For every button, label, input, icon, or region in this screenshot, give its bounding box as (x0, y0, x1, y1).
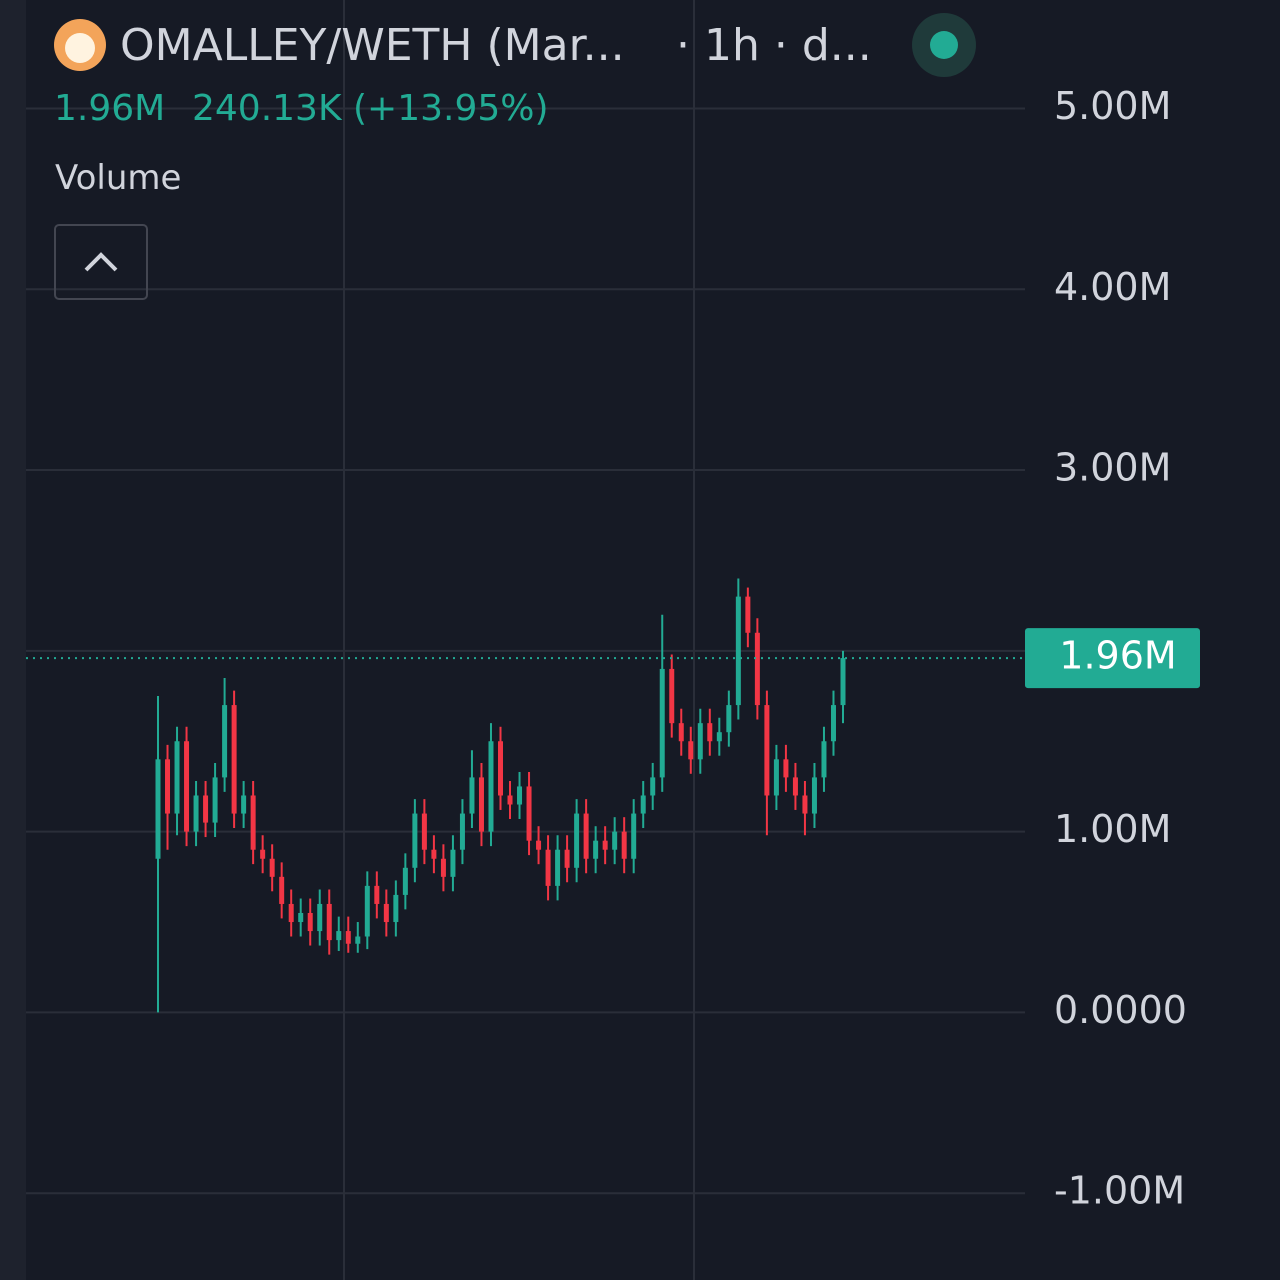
candle-body (364, 885, 370, 937)
candle-body (355, 936, 361, 944)
candle-body (336, 931, 342, 941)
candle-body (165, 759, 171, 814)
candle-body (536, 840, 542, 850)
candle-body (393, 894, 399, 923)
candle-body (716, 732, 722, 742)
candle-body (669, 668, 675, 724)
candle-body (764, 705, 770, 796)
candle-body (440, 858, 446, 877)
candle-body (773, 759, 779, 796)
candle-body (517, 786, 523, 805)
candle-body (678, 723, 684, 742)
y-tick-label: 4.00M (1054, 265, 1171, 309)
legend-change: 240.13K (+13.95%) (192, 88, 549, 129)
candle-body (802, 795, 808, 814)
status-dot (930, 31, 958, 59)
candle-body (792, 777, 798, 796)
candle-body (212, 777, 218, 823)
candle-body (574, 813, 580, 868)
candle-body (250, 795, 256, 850)
candle-body (555, 849, 561, 886)
candle-body (507, 795, 513, 805)
candle-body (260, 849, 266, 859)
y-tick-label: 5.00M (1054, 84, 1171, 128)
collapse-button[interactable] (54, 224, 148, 300)
candle-body (830, 705, 836, 742)
side-strip (0, 0, 26, 1280)
candle-body (317, 903, 323, 932)
candle-body (374, 885, 380, 904)
candle-body (612, 831, 618, 850)
y-tick-label: 1.00M (1054, 807, 1171, 851)
y-tick-label: 0.0000 (1054, 988, 1187, 1032)
y-tick-label: -1.00M (1054, 1169, 1185, 1213)
candle-body (174, 741, 180, 814)
candle-body (383, 903, 389, 923)
candle-body (231, 705, 237, 814)
candle-body (431, 849, 437, 859)
candle-body (583, 813, 589, 859)
candle-body (298, 912, 304, 923)
candle-body (421, 813, 427, 850)
candle-body (488, 741, 494, 832)
candle-body (326, 903, 332, 941)
candle-body (735, 596, 741, 706)
candle-body (155, 759, 161, 859)
candle-body (593, 840, 599, 859)
candle-body (450, 849, 456, 877)
last-price-badge (1025, 628, 1200, 689)
candle-body (526, 786, 532, 841)
pair-title: OMALLEY/WETH (Mar... (120, 20, 625, 71)
candle-body (222, 705, 228, 778)
candle-body (241, 795, 247, 814)
candle-body (726, 705, 732, 733)
candle-body (602, 840, 608, 850)
candle-body (707, 723, 713, 742)
candle-body (545, 849, 551, 886)
candle-body (184, 741, 190, 832)
indicator-name: Volume (55, 158, 182, 198)
last-price-label: 1.96M (1059, 634, 1176, 678)
candle-body (564, 849, 570, 868)
candle-body (478, 777, 484, 832)
candle-body (783, 759, 789, 778)
token-icon-face (65, 33, 95, 63)
candle-body (307, 912, 313, 932)
candle-body (498, 741, 503, 796)
chevron-up (84, 252, 118, 272)
candle-body (203, 795, 209, 823)
candle-body (697, 723, 703, 760)
candle-body (640, 795, 646, 814)
candle-body (193, 795, 199, 832)
candle-body (821, 741, 827, 778)
interval: · 1h · d... (676, 20, 872, 71)
candle-body (459, 813, 465, 850)
candle-body (402, 867, 408, 895)
legend-value: 1.96M (54, 88, 166, 129)
candle-body (279, 876, 285, 904)
candle-body (412, 813, 418, 868)
candle-body (659, 668, 665, 778)
candle-body (840, 658, 846, 706)
candle-body (811, 777, 817, 814)
candle-body (745, 596, 751, 633)
candle-body (688, 741, 694, 760)
candle-body (621, 831, 627, 859)
candle-body (345, 931, 351, 944)
y-tick-label: 3.00M (1054, 446, 1171, 490)
candle-body (754, 632, 760, 706)
candle-body (269, 858, 275, 877)
candle-body (631, 813, 637, 859)
candle-body (469, 777, 475, 814)
candle-body (650, 777, 656, 796)
candle-body (288, 903, 294, 923)
